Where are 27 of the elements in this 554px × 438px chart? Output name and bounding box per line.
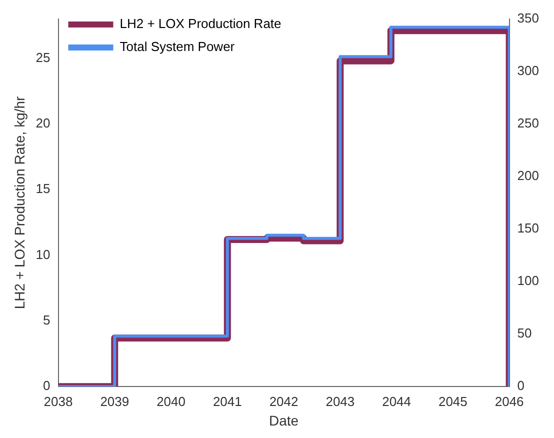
y2-tick-label: 350 — [517, 10, 540, 26]
y2-tick-label: 250 — [517, 115, 540, 130]
x-tick-label: 2044 — [382, 394, 412, 409]
y-tick-label: 15 — [36, 181, 50, 196]
x-tick-label: 2039 — [100, 394, 130, 409]
legend-label: Total System Power — [120, 39, 236, 54]
y2-tick-label: 300 — [517, 62, 540, 78]
x-tick-label: 2041 — [212, 394, 242, 409]
y2-tick-label: 200 — [517, 168, 540, 184]
y-tick-label: 5 — [43, 312, 50, 328]
y-tick-label: 10 — [36, 246, 50, 262]
x-tick-label: 2038 — [44, 394, 73, 409]
y2-tick-label: 0 — [517, 378, 525, 394]
x-tick-label: 2045 — [438, 394, 468, 409]
x-tick-label: 2040 — [156, 394, 186, 409]
y2-tick-label: 100 — [517, 273, 540, 288]
y-tick-label: 0 — [43, 378, 50, 394]
y-tick-label: 20 — [36, 115, 50, 130]
x-tick-label: 2046 — [494, 394, 524, 409]
x-tick-label: 2043 — [326, 394, 355, 409]
x-axis-title: Date — [268, 412, 299, 428]
y-tick-label: 25 — [36, 50, 50, 65]
y-axis-title: LH2 + LOX Production Rate, kg/hr — [11, 96, 28, 310]
y2-tick-label: 50 — [517, 326, 532, 341]
x-tick-label: 2042 — [269, 394, 298, 409]
y2-tick-label: 150 — [517, 220, 540, 236]
legend-label: LH2 + LOX Production Rate — [120, 16, 282, 32]
